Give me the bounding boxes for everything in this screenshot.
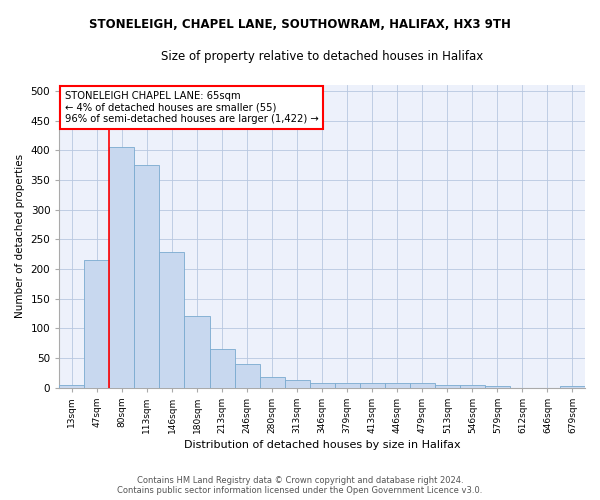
Bar	[184, 316, 209, 388]
Bar	[160, 252, 184, 388]
X-axis label: Distribution of detached houses by size in Halifax: Distribution of detached houses by size …	[184, 440, 460, 450]
Bar	[235, 364, 260, 388]
Text: STONELEIGH, CHAPEL LANE, SOUTHOWRAM, HALIFAX, HX3 9TH: STONELEIGH, CHAPEL LANE, SOUTHOWRAM, HAL…	[89, 18, 511, 30]
Bar	[460, 384, 485, 388]
Bar	[209, 349, 235, 388]
Bar	[109, 148, 134, 388]
Bar	[385, 384, 410, 388]
Bar	[410, 384, 435, 388]
Bar	[560, 386, 585, 388]
Text: STONELEIGH CHAPEL LANE: 65sqm
← 4% of detached houses are smaller (55)
96% of se: STONELEIGH CHAPEL LANE: 65sqm ← 4% of de…	[65, 91, 319, 124]
Title: Size of property relative to detached houses in Halifax: Size of property relative to detached ho…	[161, 50, 483, 63]
Bar	[134, 165, 160, 388]
Bar	[284, 380, 310, 388]
Bar	[485, 386, 510, 388]
Bar	[85, 260, 109, 388]
Bar	[310, 383, 335, 388]
Text: Contains HM Land Registry data © Crown copyright and database right 2024.
Contai: Contains HM Land Registry data © Crown c…	[118, 476, 482, 495]
Y-axis label: Number of detached properties: Number of detached properties	[15, 154, 25, 318]
Bar	[260, 377, 284, 388]
Bar	[435, 384, 460, 388]
Bar	[335, 384, 360, 388]
Bar	[360, 384, 385, 388]
Bar	[59, 384, 85, 388]
